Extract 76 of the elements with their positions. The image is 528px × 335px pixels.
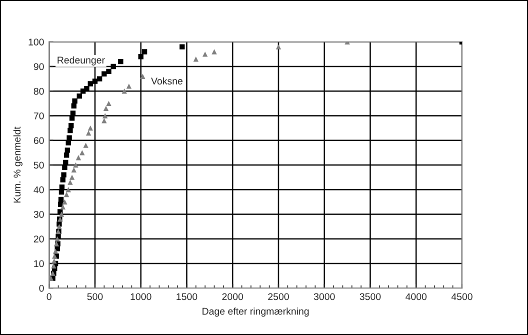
point	[69, 174, 75, 180]
x-tick-label: 1000	[130, 293, 152, 300]
y-tick-label: 30	[34, 210, 44, 218]
point	[102, 118, 107, 124]
x-tick-label: 0	[46, 293, 52, 300]
x-tick-label: 2500	[268, 293, 289, 300]
point	[142, 49, 148, 54]
point	[276, 44, 282, 50]
point	[88, 125, 93, 131]
point	[106, 100, 112, 106]
y-tick-label: 50	[34, 162, 44, 169]
y-tick-label: 60	[34, 137, 44, 144]
point	[76, 155, 82, 160]
point	[88, 81, 93, 86]
point	[64, 192, 70, 198]
y-tick-label: 70	[34, 112, 44, 120]
point	[68, 122, 74, 128]
point	[73, 162, 78, 168]
point	[86, 130, 92, 136]
point	[64, 148, 70, 153]
x-tick-label: 3000	[314, 293, 335, 300]
y-tick-label: 40	[34, 186, 44, 194]
point	[60, 204, 66, 210]
point	[62, 199, 68, 205]
point	[193, 56, 199, 62]
x-tick-label: 1500	[176, 293, 198, 300]
y-axis-title: Kum. % genmeldt	[13, 126, 22, 203]
point	[71, 103, 76, 108]
point	[140, 74, 146, 79]
point	[180, 44, 185, 50]
point	[69, 116, 75, 121]
point	[102, 113, 108, 118]
point	[202, 52, 208, 57]
point	[58, 196, 64, 202]
x-tick-label: 4500	[451, 293, 472, 300]
point	[122, 88, 127, 94]
point	[126, 84, 132, 89]
point	[70, 110, 76, 116]
point	[68, 180, 73, 185]
point	[96, 76, 102, 82]
y-tick-label: 90	[34, 63, 44, 70]
point	[138, 54, 144, 60]
point	[118, 58, 124, 64]
point	[66, 135, 72, 140]
point	[110, 64, 116, 70]
point	[103, 106, 109, 111]
point	[92, 78, 98, 84]
point	[51, 263, 56, 269]
point	[80, 150, 85, 156]
point	[83, 142, 88, 148]
point	[61, 172, 66, 178]
point	[54, 236, 60, 242]
point	[60, 177, 66, 182]
point	[66, 187, 71, 192]
point	[58, 212, 64, 217]
x-tick-label: 3500	[360, 293, 381, 300]
series-label: Voksne	[151, 77, 182, 85]
point	[212, 49, 217, 54]
point	[106, 68, 112, 74]
y-tick-label: 100	[28, 38, 44, 46]
x-tick-label: 500	[87, 293, 103, 300]
point	[102, 71, 107, 76]
y-tick-label: 10	[34, 260, 44, 268]
y-tick-label: 80	[34, 88, 44, 95]
point	[56, 224, 62, 230]
x-tick-label: 2000	[222, 293, 244, 300]
point	[71, 167, 76, 173]
point	[72, 98, 78, 104]
point	[76, 93, 82, 99]
x-tick-label: 4000	[406, 293, 427, 300]
x-axis-title: Dage efter ringmærkning	[202, 308, 309, 317]
y-tick-label: 0	[39, 284, 44, 292]
point	[52, 248, 58, 254]
y-tick-label: 20	[34, 236, 44, 242]
series-label: Redeunger	[58, 56, 105, 66]
point	[68, 128, 73, 134]
